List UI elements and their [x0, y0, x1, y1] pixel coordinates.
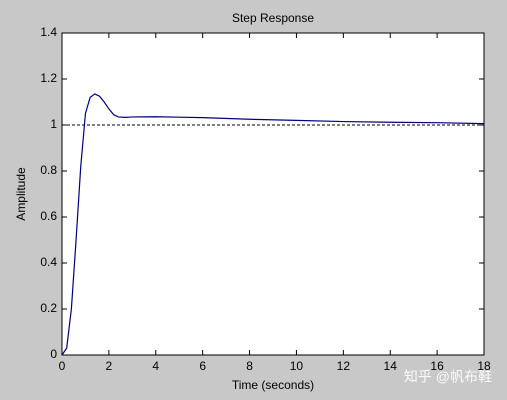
- x-tick-label: 18: [477, 359, 491, 373]
- y-tick-label: 0.2: [40, 301, 57, 315]
- y-tick-label: 1.2: [40, 71, 57, 85]
- x-tick-label: 10: [290, 359, 304, 373]
- chart-title: Step Response: [232, 11, 314, 25]
- x-tick-label: 4: [152, 359, 159, 373]
- x-tick-label: 0: [59, 359, 66, 373]
- y-tick-label: 0.4: [40, 255, 57, 269]
- x-axis-label: Time (seconds): [232, 378, 314, 392]
- x-tick-label: 12: [337, 359, 351, 373]
- x-tick-label: 6: [199, 359, 206, 373]
- y-tick-label: 1.4: [40, 25, 57, 39]
- y-tick-label: 0.8: [40, 163, 57, 177]
- y-tick-label: 0.6: [40, 209, 57, 223]
- watermark: 知乎 @帆布鞋: [404, 369, 492, 385]
- y-tick-label: 1: [50, 117, 57, 131]
- x-tick-label: 2: [106, 359, 113, 373]
- x-tick-label: 16: [430, 359, 444, 373]
- y-tick-label: 0: [50, 347, 57, 361]
- x-tick-label: 8: [246, 359, 253, 373]
- y-axis-label: Amplitude: [14, 167, 28, 221]
- response-line: [61, 93, 485, 356]
- plot-area: [61, 32, 485, 356]
- x-tick-label: 14: [384, 359, 398, 373]
